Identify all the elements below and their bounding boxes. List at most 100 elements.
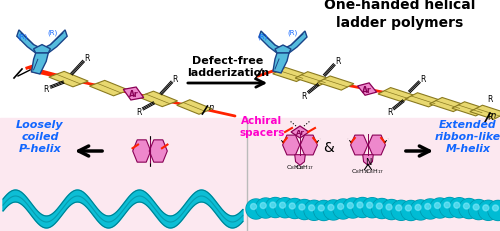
Circle shape xyxy=(284,199,304,219)
Text: Extended
ribbon-like
M-helix: Extended ribbon-like M-helix xyxy=(435,119,500,153)
Text: N: N xyxy=(365,158,371,167)
Polygon shape xyxy=(150,140,168,162)
Polygon shape xyxy=(294,155,306,166)
Circle shape xyxy=(352,198,372,218)
Circle shape xyxy=(266,198,285,218)
Circle shape xyxy=(372,199,392,219)
Circle shape xyxy=(324,201,342,219)
Polygon shape xyxy=(362,155,374,166)
Text: Ar: Ar xyxy=(128,90,138,99)
Polygon shape xyxy=(282,136,300,155)
Text: R: R xyxy=(387,108,392,117)
Circle shape xyxy=(256,199,275,217)
Polygon shape xyxy=(17,31,42,54)
Circle shape xyxy=(318,205,324,211)
Circle shape xyxy=(372,199,391,218)
Circle shape xyxy=(333,199,353,219)
Circle shape xyxy=(396,205,402,211)
Text: One-handed helical
ladder polymers: One-handed helical ladder polymers xyxy=(324,0,476,30)
Polygon shape xyxy=(291,126,309,138)
Circle shape xyxy=(430,198,450,218)
Circle shape xyxy=(266,198,284,217)
Circle shape xyxy=(478,201,498,220)
Polygon shape xyxy=(452,102,488,116)
Circle shape xyxy=(421,200,440,218)
Circle shape xyxy=(410,200,430,220)
Polygon shape xyxy=(138,92,177,107)
Circle shape xyxy=(295,201,314,219)
Polygon shape xyxy=(273,54,289,74)
Circle shape xyxy=(401,201,421,221)
Circle shape xyxy=(460,200,478,218)
Circle shape xyxy=(308,205,314,211)
Circle shape xyxy=(305,201,324,219)
Text: R: R xyxy=(420,74,426,83)
Circle shape xyxy=(402,201,420,220)
Polygon shape xyxy=(430,98,466,112)
Text: Loosely
coiled
P-helix: Loosely coiled P-helix xyxy=(16,119,64,153)
Circle shape xyxy=(270,202,276,208)
Polygon shape xyxy=(470,106,500,120)
Text: R: R xyxy=(172,74,178,83)
Circle shape xyxy=(412,201,430,219)
Circle shape xyxy=(440,198,459,217)
Circle shape xyxy=(314,201,334,221)
Polygon shape xyxy=(259,32,283,54)
Circle shape xyxy=(260,203,266,209)
Circle shape xyxy=(246,199,266,219)
Text: R: R xyxy=(84,54,89,63)
Circle shape xyxy=(488,201,500,221)
Circle shape xyxy=(382,201,400,219)
Circle shape xyxy=(276,199,294,217)
Polygon shape xyxy=(405,93,442,107)
Bar xyxy=(0,119,500,231)
Polygon shape xyxy=(350,136,368,155)
Text: Ar: Ar xyxy=(296,129,304,135)
Polygon shape xyxy=(283,32,307,54)
Circle shape xyxy=(468,200,488,220)
Circle shape xyxy=(376,203,382,209)
Circle shape xyxy=(304,201,324,220)
Text: R: R xyxy=(136,107,141,116)
Circle shape xyxy=(473,204,479,210)
Text: R: R xyxy=(335,57,340,66)
Circle shape xyxy=(328,205,334,210)
Circle shape xyxy=(434,203,440,209)
Text: R: R xyxy=(302,92,307,101)
Text: Defect-free
ladderization: Defect-free ladderization xyxy=(187,56,269,78)
Circle shape xyxy=(454,202,460,208)
Circle shape xyxy=(334,200,352,218)
Circle shape xyxy=(363,199,382,217)
Text: (R): (R) xyxy=(47,30,57,36)
Polygon shape xyxy=(295,72,332,86)
Circle shape xyxy=(357,202,363,208)
Circle shape xyxy=(424,204,430,210)
Text: R: R xyxy=(487,94,492,103)
Circle shape xyxy=(386,204,392,210)
Text: &: & xyxy=(324,140,334,154)
Polygon shape xyxy=(318,77,354,91)
Circle shape xyxy=(459,199,479,219)
Text: R: R xyxy=(487,112,492,121)
Polygon shape xyxy=(90,81,129,96)
Circle shape xyxy=(324,200,344,220)
Text: n: n xyxy=(208,103,214,112)
Circle shape xyxy=(440,198,460,218)
Circle shape xyxy=(492,205,498,211)
Circle shape xyxy=(420,199,440,219)
Text: n: n xyxy=(491,110,496,119)
Circle shape xyxy=(406,205,411,211)
Polygon shape xyxy=(368,136,386,155)
Polygon shape xyxy=(34,46,50,54)
Circle shape xyxy=(343,198,363,218)
Circle shape xyxy=(464,203,469,209)
Circle shape xyxy=(354,198,372,217)
Circle shape xyxy=(256,198,276,218)
Text: $\mathsf{C_8H_{17}}$: $\mathsf{C_8H_{17}}$ xyxy=(352,167,370,175)
Polygon shape xyxy=(32,54,48,75)
Circle shape xyxy=(247,200,265,218)
Polygon shape xyxy=(378,88,414,102)
Text: $\mathsf{C_8H_{17}}$: $\mathsf{C_8H_{17}}$ xyxy=(295,162,314,171)
Circle shape xyxy=(286,199,304,218)
Circle shape xyxy=(392,201,410,220)
